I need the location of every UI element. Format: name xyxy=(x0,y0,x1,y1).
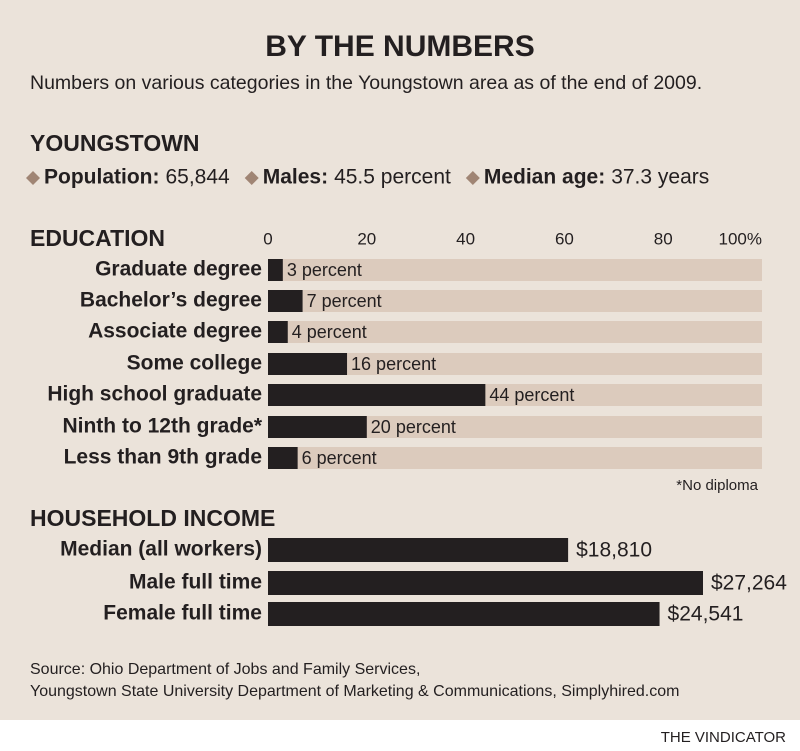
bar xyxy=(268,353,348,375)
source: Source: Ohio Department of Jobs and Fami… xyxy=(30,661,420,678)
category-label: Less than 9th grade xyxy=(64,446,262,469)
stat-label: Population: xyxy=(44,166,159,189)
x-tick-label: 40 xyxy=(456,229,475,248)
value-label: 3 percent xyxy=(287,260,362,280)
footer-strip xyxy=(0,720,800,751)
category-label: Bachelor’s degree xyxy=(80,289,262,312)
x-tick-label: 0 xyxy=(263,229,272,248)
stat-label: Males: xyxy=(263,166,328,189)
stat-value: 45.5 percent xyxy=(334,166,451,189)
x-tick-label: 60 xyxy=(555,229,574,248)
source: Youngstown State University Department o… xyxy=(30,683,679,700)
value-label: $18,810 xyxy=(576,539,652,562)
chart-title: EDUCATION xyxy=(30,225,165,251)
value-label: 20 percent xyxy=(371,417,456,437)
credit: THE VINDICATOR xyxy=(661,729,786,746)
diamond-icon xyxy=(244,171,259,185)
value-label: $24,541 xyxy=(668,603,744,626)
stat-value: 37.3 years xyxy=(611,166,709,189)
bar-track xyxy=(268,353,762,375)
category-label: Female full time xyxy=(103,602,262,625)
bar xyxy=(268,602,660,626)
category-label: Graduate degree xyxy=(95,258,262,281)
category-label: Male full time xyxy=(129,571,262,594)
value-label: 6 percent xyxy=(302,448,377,468)
section-heading: YOUNGSTOWN xyxy=(30,130,200,156)
x-tick-label: 80 xyxy=(654,229,673,248)
bar xyxy=(268,571,703,595)
category-label: Ninth to 12th grade* xyxy=(62,415,262,438)
value-label: 16 percent xyxy=(351,354,436,374)
bar-track xyxy=(268,290,762,312)
value-label: 4 percent xyxy=(292,322,367,342)
bar xyxy=(268,259,283,281)
diamond-icon xyxy=(26,171,40,185)
bar-track xyxy=(268,447,762,469)
bar-track xyxy=(268,321,762,343)
stat-value: 65,844 xyxy=(165,166,230,189)
x-tick-label: 100% xyxy=(719,229,762,248)
bar xyxy=(268,447,298,469)
subtitle: Numbers on various categories in the You… xyxy=(30,72,702,94)
diamond-icon xyxy=(465,171,480,185)
category-label: Associate degree xyxy=(88,320,262,343)
bar xyxy=(268,384,486,406)
x-tick-label: 20 xyxy=(357,229,376,248)
category-label: Some college xyxy=(127,352,262,375)
title: BY THE NUMBERS xyxy=(265,30,534,63)
chart-title: HOUSEHOLD INCOME xyxy=(30,505,275,531)
bar xyxy=(268,290,303,312)
bar xyxy=(268,321,288,343)
bar-track xyxy=(268,259,762,281)
category-label: Median (all workers) xyxy=(60,538,262,561)
value-label: $27,264 xyxy=(711,572,787,595)
category-label: High school graduate xyxy=(47,383,262,406)
value-label: 44 percent xyxy=(489,385,574,405)
value-label: 7 percent xyxy=(307,291,382,311)
bar-track xyxy=(268,416,762,438)
footnote: *No diploma xyxy=(676,477,758,494)
stat-label: Median age: xyxy=(484,166,605,189)
bar xyxy=(268,538,569,562)
bar xyxy=(268,416,367,438)
